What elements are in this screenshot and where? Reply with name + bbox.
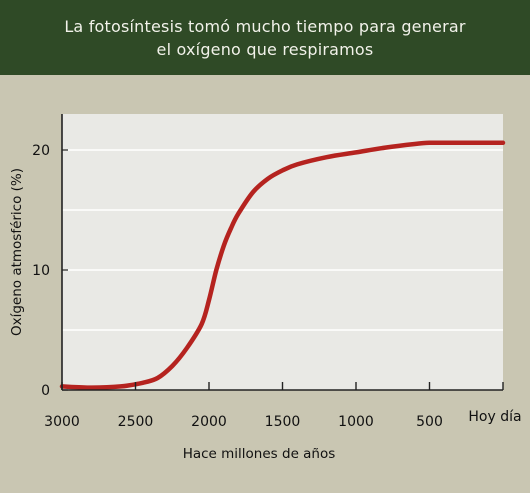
- series-line: [59, 140, 506, 390]
- y-tick-label: 10: [32, 263, 50, 279]
- y-tick-label: 20: [32, 143, 50, 159]
- y-axis-title: Oxígeno atmosférico (%): [9, 168, 25, 336]
- x-tick-label: 3000: [44, 414, 80, 430]
- y-tick-label: 0: [41, 383, 50, 399]
- x-tick-label: 2500: [118, 414, 154, 430]
- x-tick-label: 2000: [191, 414, 227, 430]
- series-layer: [59, 140, 506, 390]
- y-axis-ticks: 0 10 20: [32, 143, 68, 399]
- title-line-2: el oxígeno que respiramos: [156, 39, 374, 59]
- x-axis-ticks: 3000 2500 2000 1500 1000 500 Hoy día: [44, 382, 522, 430]
- x-tick-label: Hoy día: [468, 409, 521, 425]
- x-tick-label: 1500: [265, 414, 301, 430]
- x-tick-label: 1000: [338, 414, 374, 430]
- grid-lines: [62, 149, 503, 331]
- x-tick-label: 500: [416, 414, 443, 430]
- title-line-1: La fotosíntesis tomó mucho tiempo para g…: [64, 16, 466, 36]
- plot-area: [62, 114, 503, 390]
- chart-header: La fotosíntesis tomó mucho tiempo para g…: [0, 0, 530, 75]
- x-axis-title: Hace millones de años: [183, 446, 336, 462]
